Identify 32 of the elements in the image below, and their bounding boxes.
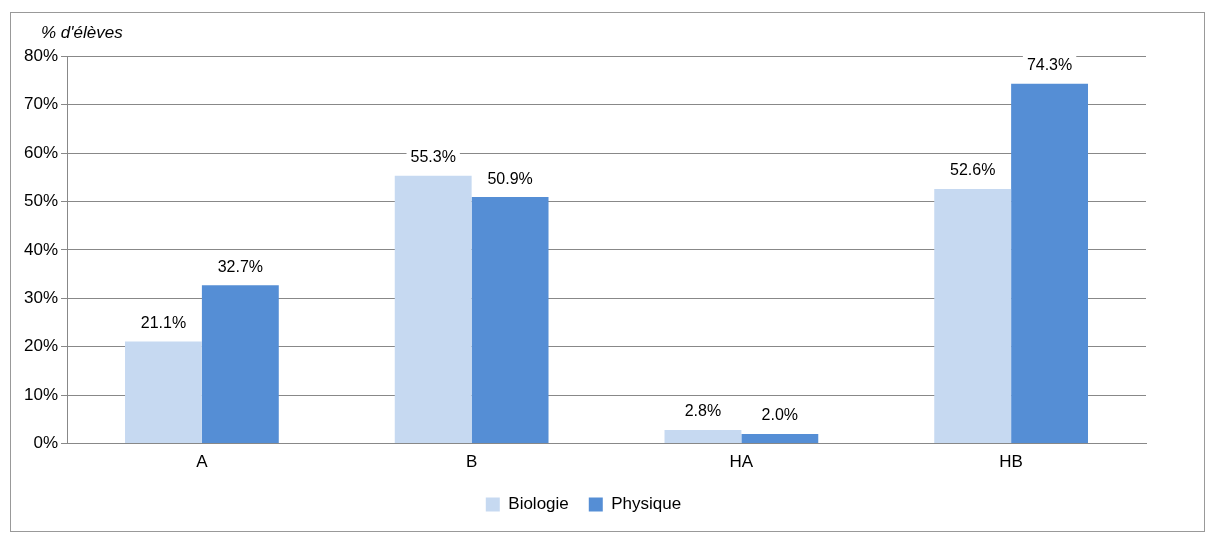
data-label: 55.3%	[410, 148, 456, 166]
legend-label: Physique	[611, 494, 682, 514]
x-tick-label: A	[196, 452, 209, 472]
x-tick-label: HA	[729, 452, 754, 472]
y-tick-label: 50%	[23, 191, 59, 211]
data-label: 2.0%	[761, 406, 799, 424]
x-tick-label: HB	[999, 452, 1023, 472]
data-label: 52.6%	[950, 161, 996, 179]
bar	[1011, 83, 1089, 444]
bar	[934, 188, 1012, 444]
bar	[741, 433, 819, 444]
x-tick-label: B	[465, 452, 478, 472]
y-tick-label: 60%	[23, 142, 59, 162]
y-tick-label: 0%	[33, 433, 59, 453]
y-tick-label: 80%	[23, 45, 59, 65]
data-label: 50.9%	[487, 169, 533, 187]
bar	[125, 341, 202, 444]
data-label: 74.3%	[1026, 56, 1073, 74]
data-label: 2.8%	[684, 402, 722, 420]
y-tick-label: 20%	[23, 336, 59, 356]
bar	[394, 175, 472, 444]
y-tick-label: 70%	[23, 94, 59, 114]
legend-label: Biologie	[508, 494, 569, 514]
y-tick-label: 10%	[23, 384, 59, 404]
y-tick-label: 30%	[23, 288, 59, 308]
bar	[664, 430, 742, 444]
y-axis-title: % d'élèves	[41, 23, 123, 43]
data-label: 21.1%	[140, 313, 187, 331]
data-label: 32.7%	[217, 257, 264, 275]
y-tick-label: 40%	[23, 239, 59, 259]
bar	[471, 197, 549, 444]
bar	[201, 285, 279, 444]
